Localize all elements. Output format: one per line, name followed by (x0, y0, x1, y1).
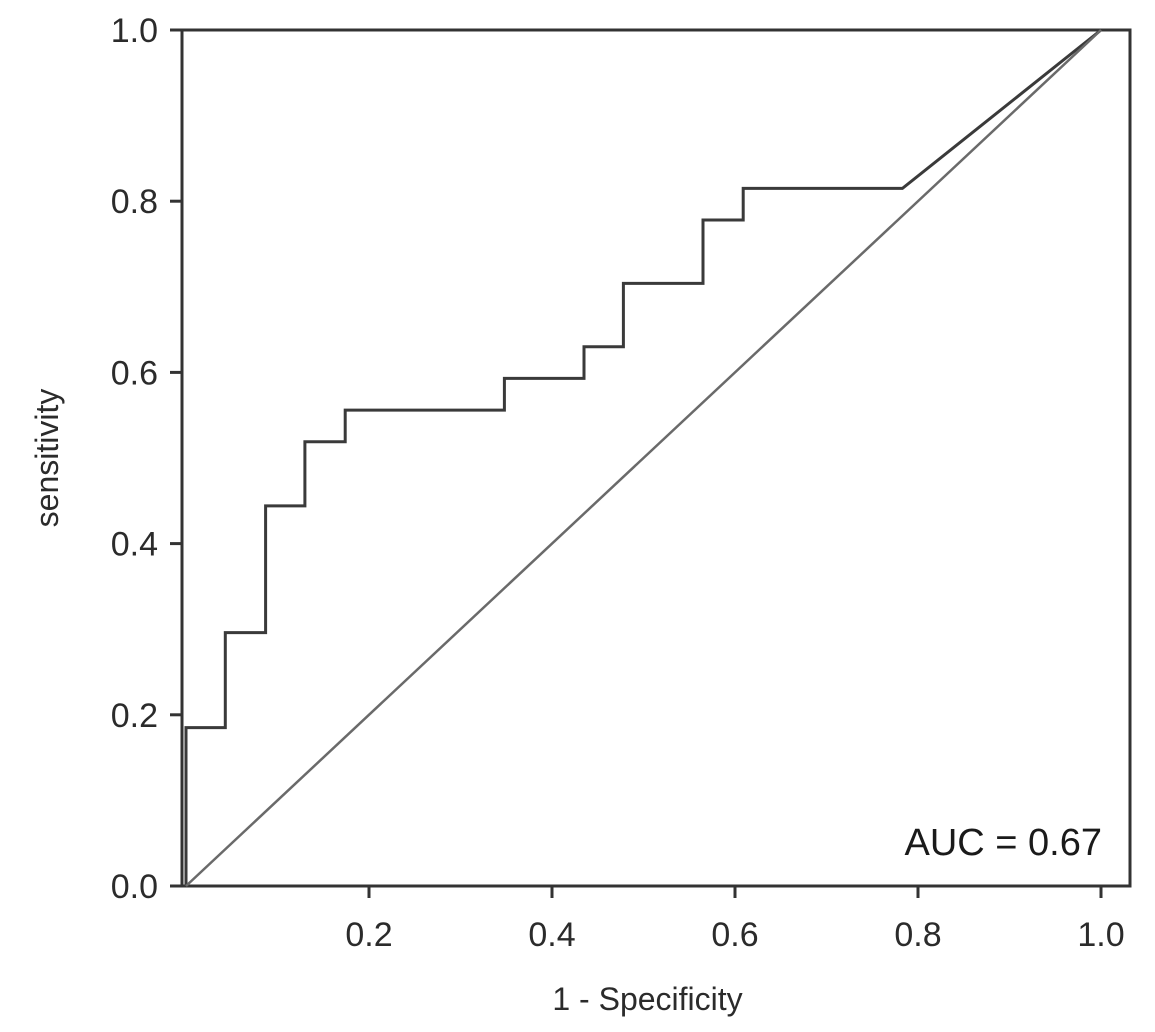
y-tick-label: 1.0 (111, 12, 158, 50)
auc-annotation: AUC = 0.67 (905, 822, 1103, 864)
y-tick-label: 0.2 (111, 697, 158, 735)
x-tick-label: 0.2 (345, 916, 392, 954)
y-tick-label: 0.0 (111, 868, 158, 906)
plot-frame (180, 28, 1132, 888)
reference-diagonal-line (185, 29, 1102, 887)
x-tick-label: 0.6 (711, 916, 758, 954)
x-tick-label: 1.0 (1077, 916, 1124, 954)
roc-curve-line (184, 28, 1102, 886)
y-axis-title: sensitivity (29, 389, 65, 528)
y-tick-label: 0.8 (111, 183, 158, 221)
x-tick-label: 0.4 (528, 916, 575, 954)
x-axis-title: 1 - Specificity (552, 981, 742, 1017)
y-axis-title-group: sensitivity (29, 389, 65, 528)
y-tick-label: 0.6 (111, 354, 158, 392)
y-tick-label: 0.4 (111, 526, 158, 564)
x-tick-label: 0.8 (894, 916, 941, 954)
